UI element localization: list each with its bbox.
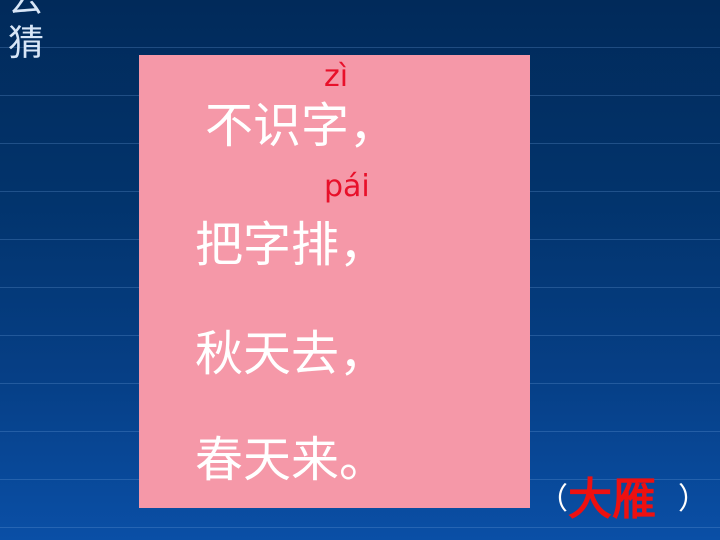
riddle-line-1: 不识字，: [205, 98, 397, 154]
pinyin-pai: pái: [324, 170, 370, 204]
answer-open-paren: （: [538, 480, 568, 520]
answer-word: 大雁: [568, 472, 656, 528]
riddle-line-3: 秋天去，: [195, 326, 387, 382]
riddle-line-4: 春天来。: [195, 432, 387, 488]
pinyin-zi: zì: [324, 60, 348, 94]
riddle-line-2: 把字排，: [195, 217, 387, 273]
answer: （ 大雁 ）: [538, 470, 708, 530]
answer-close-paren: ）: [678, 480, 708, 520]
side-title: 去猜: [8, 0, 52, 66]
